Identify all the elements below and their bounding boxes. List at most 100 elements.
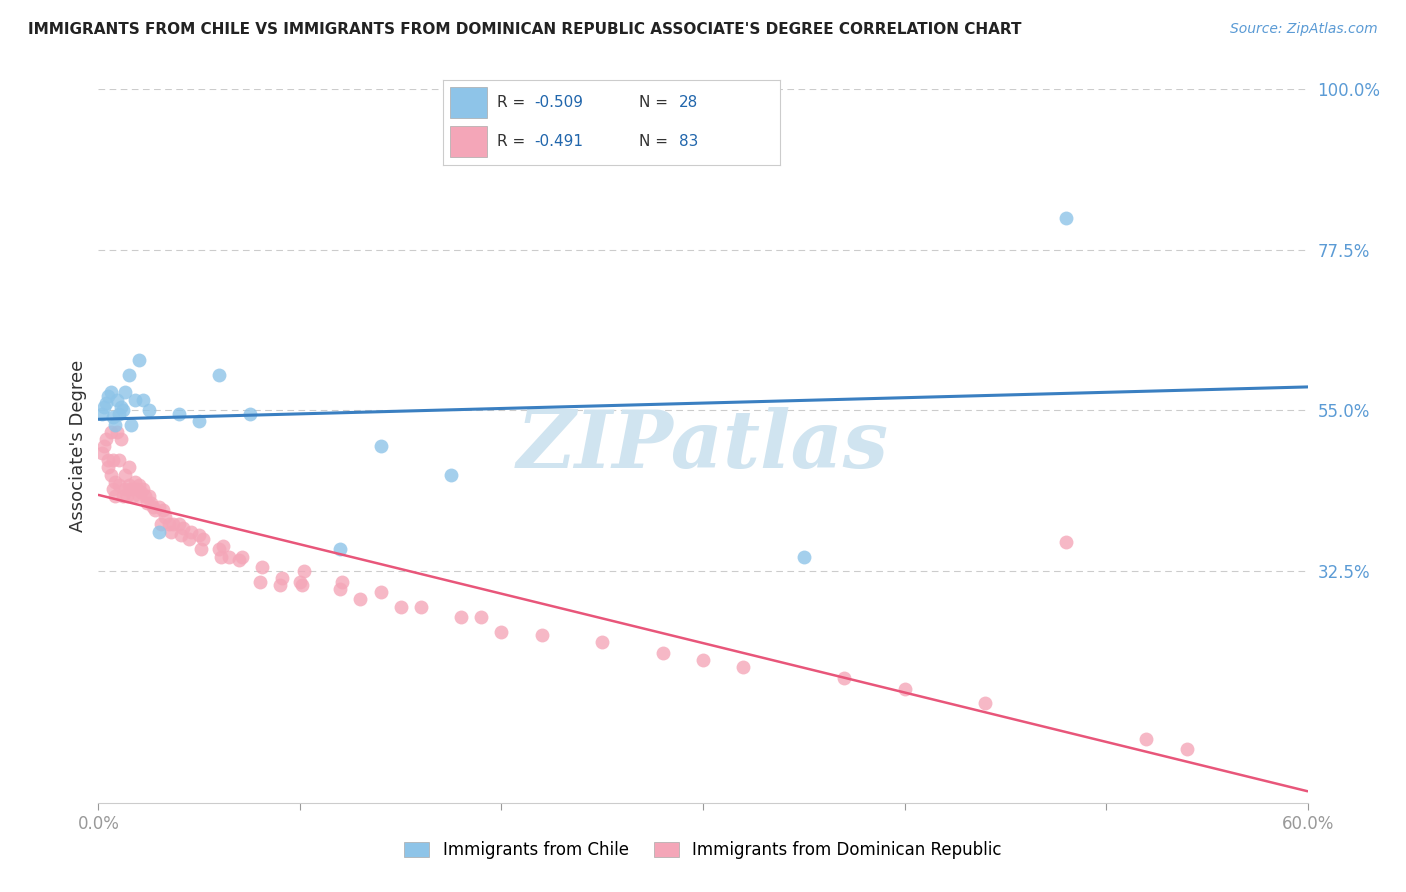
Point [105,425,128,439]
Point [193,532,215,546]
Point [96,396,118,410]
Point [124,475,146,489]
Point [111,489,134,503]
FancyBboxPatch shape [450,87,486,118]
Point [103,475,125,489]
Point [269,578,291,592]
Point [125,482,148,496]
Point [470,610,492,624]
Point [208,368,231,382]
Point [101,482,124,496]
Point [167,517,190,532]
Point [170,528,193,542]
Point [733,660,755,674]
Point [329,582,352,596]
Point [440,467,463,482]
Point [172,521,194,535]
Text: Source: ZipAtlas.com: Source: ZipAtlas.com [1230,22,1378,37]
Point [162,517,184,532]
Point [114,467,136,482]
Point [291,578,314,592]
Point [100,425,122,439]
Point [93,400,115,414]
Point [101,410,124,425]
Point [107,453,129,467]
Point [832,671,855,685]
Point [97,460,120,475]
Point [139,496,162,510]
Point [132,482,155,496]
FancyBboxPatch shape [450,126,486,157]
Point [250,560,273,574]
Point [129,485,152,500]
Point [142,500,165,514]
Point [138,403,160,417]
Text: -0.491: -0.491 [534,134,583,149]
Point [105,392,128,407]
Point [149,517,172,532]
Point [288,574,311,589]
Point [148,524,170,539]
Point [100,467,122,482]
Point [103,417,125,432]
Point [167,407,190,421]
Point [270,571,292,585]
Point [330,574,353,589]
Point [218,549,240,564]
Point [231,549,253,564]
Point [93,439,115,453]
Point [1175,742,1198,756]
Point [160,524,183,539]
Point [114,385,136,400]
Point [974,696,997,710]
Point [107,478,129,492]
Point [188,528,211,542]
Point [118,368,141,382]
Point [120,417,142,432]
Text: R =: R = [496,134,530,149]
Point [128,489,150,503]
Point [91,407,114,421]
Point [651,646,673,660]
Point [124,392,146,407]
Point [101,453,124,467]
Point [249,574,271,589]
Text: 83: 83 [679,134,699,149]
Point [157,517,180,532]
Point [179,532,201,546]
Text: -0.509: -0.509 [534,95,583,110]
Point [188,414,211,428]
Text: 28: 28 [679,95,699,110]
Point [110,400,132,414]
Point [128,353,150,368]
Point [121,489,143,503]
Point [97,453,120,467]
Point [153,510,176,524]
Text: N =: N = [638,134,672,149]
Point [292,564,315,578]
Point [96,432,118,446]
Point [1054,535,1077,549]
Point [103,489,125,503]
Point [138,489,160,503]
Point [118,478,141,492]
Point [893,681,915,696]
Point [143,503,166,517]
Point [110,432,132,446]
Point [692,653,714,667]
Point [370,439,392,453]
Point [212,539,235,553]
Point [349,592,371,607]
Point [91,446,114,460]
Y-axis label: Associate's Degree: Associate's Degree [69,359,87,533]
Point [370,585,392,599]
Point [135,496,157,510]
Point [148,500,170,514]
Point [132,392,155,407]
Point [190,542,212,557]
Point [128,478,150,492]
Point [239,407,262,421]
Point [111,403,134,417]
Point [118,460,141,475]
Point [134,489,156,503]
